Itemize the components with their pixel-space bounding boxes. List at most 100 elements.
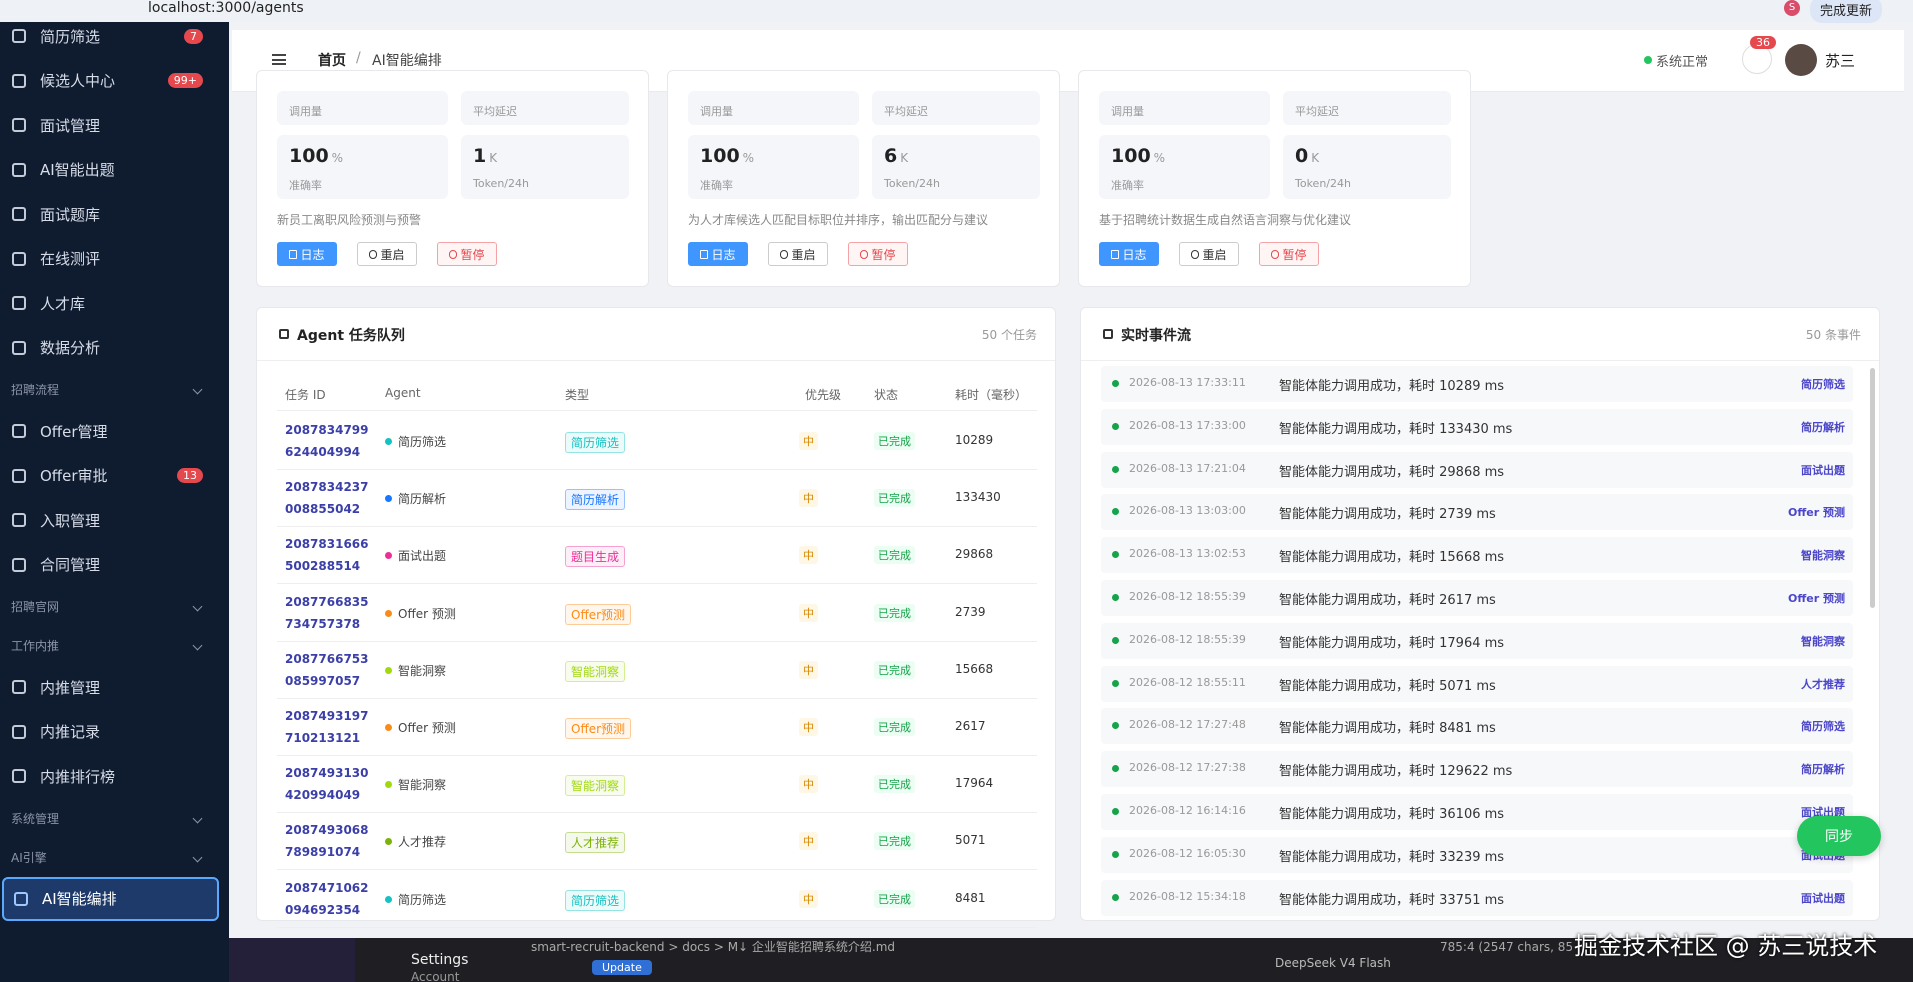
menu-label[interactable]: 内推排行榜 [40, 767, 116, 786]
agent-dot [385, 438, 392, 445]
button-label[interactable]: 重启 [1202, 247, 1227, 262]
menu-label[interactable]: 人才库 [40, 294, 86, 313]
profile[interactable]: S [1784, 0, 1800, 16]
status: 已完成 [874, 603, 915, 622]
avatar[interactable] [1785, 44, 1817, 76]
task-id[interactable]: 2087834799624404994 [285, 423, 369, 459]
button-icon[interactable] [1191, 249, 1200, 259]
menu-item[interactable]: 合同管理 [0, 543, 229, 588]
menu-badge: 7 [184, 28, 203, 44]
menu-label[interactable]: 数据分析 [40, 339, 101, 358]
button-label[interactable]: 暂停 [460, 247, 485, 262]
card-button[interactable]: 日志 [688, 242, 748, 266]
menu-item[interactable]: 内推记录 [0, 710, 229, 755]
event-dot [1112, 380, 1119, 387]
user-name[interactable]: 苏三 [1825, 52, 1856, 70]
menu-label[interactable]: 面试题库 [40, 205, 101, 224]
menu-item[interactable]: 在线测评 [0, 237, 229, 282]
sync-button[interactable]: 同步 [1797, 816, 1881, 856]
menu-label[interactable]: Offer管理 [40, 422, 108, 441]
button-label[interactable]: 暂停 [1282, 247, 1307, 262]
metric-box: 100% 准确率 [1099, 135, 1270, 199]
task-row: 2087766835734757378 Offer 预测 Offer预测 中 已完成 27… [277, 585, 1037, 642]
menu-label[interactable]: 候选人中心 [40, 72, 116, 91]
task-id[interactable]: 2087831666500288514 [285, 537, 369, 574]
account[interactable]: Account [411, 970, 460, 982]
card-button[interactable]: 日志 [277, 242, 337, 266]
type-tag: Offer预测 [565, 718, 632, 739]
task-id[interactable]: 2087766753085997057 [285, 651, 369, 688]
update-badge[interactable]: Update [592, 960, 652, 975]
task-id[interactable]: 2087471062094692354 [285, 880, 369, 917]
menu-item[interactable]: 数据分析 [0, 326, 229, 371]
button-label[interactable]: 日志 [711, 247, 736, 262]
button-icon[interactable] [369, 249, 378, 259]
task-id[interactable]: 2087493068789891074 [285, 823, 369, 860]
menu-badge: 99+ [167, 73, 203, 89]
button-label[interactable]: 重启 [791, 247, 816, 262]
button-icon[interactable] [860, 249, 869, 259]
button-label[interactable]: 暂停 [871, 247, 896, 262]
event-row: 2026-08-12 18:55:39 智能体能力调用成功，耗时 2617 ms O… [1101, 580, 1853, 616]
duration: 2739 [955, 604, 986, 619]
menu-item[interactable]: 内推管理 [0, 665, 229, 710]
menu-item[interactable]: Offer管理 [0, 409, 229, 454]
card-button[interactable]: 暂停 [437, 242, 497, 266]
button-icon[interactable] [1111, 249, 1120, 259]
menu-label[interactable]: Offer审批 [40, 467, 108, 486]
priority: 中 [799, 603, 818, 622]
menu-item[interactable]: AI智能编排 [2, 876, 219, 921]
menu-line [272, 58, 286, 61]
menu-item[interactable]: 简历筛选 7 [0, 22, 229, 59]
menu-item[interactable]: 入职管理 [0, 498, 229, 543]
menu-item[interactable]: AI智能出题 [0, 148, 229, 193]
sync-label[interactable]: 同步 [1825, 829, 1853, 845]
button-label[interactable]: 日志 [1122, 247, 1147, 262]
task-id[interactable]: 2087493130420994049 [285, 766, 369, 803]
menu-label[interactable]: 简历筛选 [40, 27, 101, 46]
card-button[interactable]: 日志 [1099, 242, 1159, 266]
button-label[interactable]: 日志 [300, 247, 325, 262]
breadcrumb-home[interactable]: 首页 [318, 53, 346, 69]
event-dot [1112, 765, 1119, 773]
button-icon[interactable] [289, 249, 298, 259]
update-button[interactable]: 完成更新 [1810, 0, 1883, 23]
task-id[interactable]: 2087493197710213121 [285, 709, 369, 745]
menu-item[interactable]: Offer审批 13 [0, 454, 229, 499]
panel-icon [279, 329, 289, 339]
url[interactable]: localhost:3000/agents [148, 0, 304, 16]
menu-item[interactable]: 内推排行榜 [0, 754, 229, 799]
menu-label[interactable]: AI智能编排 [42, 890, 117, 909]
menu-label[interactable]: 入职管理 [40, 511, 101, 530]
menu-item[interactable]: 面试题库 [0, 192, 229, 237]
menu-item[interactable]: 人才库 [0, 281, 229, 326]
priority: 中 [799, 546, 818, 565]
agent-name: Offer 预测 [398, 721, 456, 735]
button-icon[interactable] [449, 249, 458, 259]
type-tag: Offer预测 [565, 603, 632, 625]
task-id[interactable]: 2087834237008855042 [285, 480, 369, 517]
menu-label[interactable]: 内推管理 [40, 678, 101, 697]
settings[interactable]: Settings [411, 952, 469, 968]
menu-icon [12, 296, 26, 311]
menu-item[interactable]: 面试管理 [0, 103, 229, 148]
menu-label[interactable]: 在线测评 [40, 250, 101, 269]
card-button[interactable]: 重启 [357, 242, 417, 266]
card-button[interactable]: 暂停 [1259, 242, 1319, 266]
card-button[interactable]: 重启 [1179, 242, 1239, 266]
card-button[interactable]: 重启 [768, 242, 828, 266]
menu-item[interactable]: 候选人中心 99+ [0, 59, 229, 104]
task-id[interactable]: 2087766835734757378 [285, 594, 369, 631]
menu-label[interactable]: 面试管理 [40, 116, 101, 135]
button-label[interactable]: 重启 [380, 247, 405, 262]
menu-label[interactable]: AI智能出题 [40, 161, 115, 180]
button-icon[interactable] [700, 249, 709, 259]
menu-label[interactable]: 内推记录 [40, 723, 101, 742]
button-icon[interactable] [1271, 249, 1280, 259]
menu-toggle[interactable] [272, 54, 286, 65]
event-dot [1112, 508, 1119, 516]
button-icon[interactable] [780, 249, 789, 259]
card-button[interactable]: 暂停 [848, 242, 908, 266]
metric-value: 100 [289, 145, 329, 167]
menu-label[interactable]: 合同管理 [40, 556, 101, 575]
